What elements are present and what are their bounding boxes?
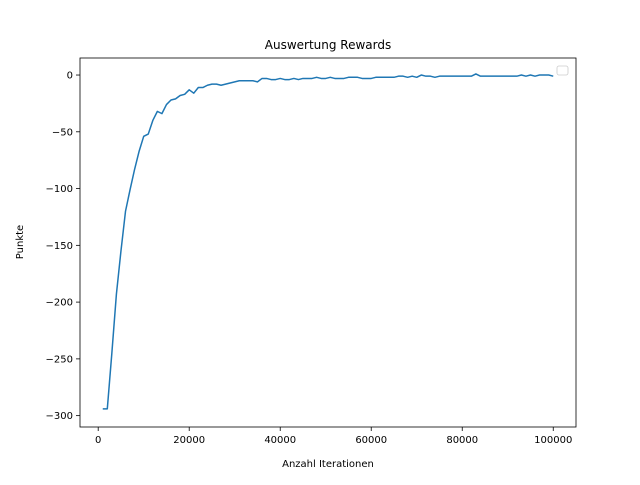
x-tick-label: 60000 [355, 435, 387, 446]
legend [556, 65, 569, 76]
x-tick-label: 40000 [264, 435, 296, 446]
y-axis-label: Punkte [15, 225, 26, 259]
chart-title: Auswertung Rewards [265, 38, 392, 52]
y-tick-label: −50 [52, 127, 73, 138]
x-tick-label: 100000 [534, 435, 572, 446]
y-tick-label: 0 [67, 71, 73, 82]
y-tick-label: −250 [46, 354, 73, 365]
x-tick-label: 20000 [173, 435, 205, 446]
legend-box [556, 65, 569, 76]
axes-frame [79, 57, 577, 428]
y-tick-label: −300 [46, 411, 73, 422]
x-axis-label: Anzahl Iterationen [282, 459, 374, 470]
y-tick-label: −200 [46, 298, 73, 309]
y-tick-label: −100 [46, 184, 73, 195]
series-layer [102, 73, 554, 410]
y-tick-label: −150 [46, 241, 73, 252]
x-tick-label: 80000 [446, 435, 478, 446]
x-tick-label: 0 [95, 435, 101, 446]
ticks-layer: 0 20000 40000 60000 80000 100000 0 −50 −100 −150 −… [46, 71, 573, 446]
series-line [102, 73, 554, 410]
